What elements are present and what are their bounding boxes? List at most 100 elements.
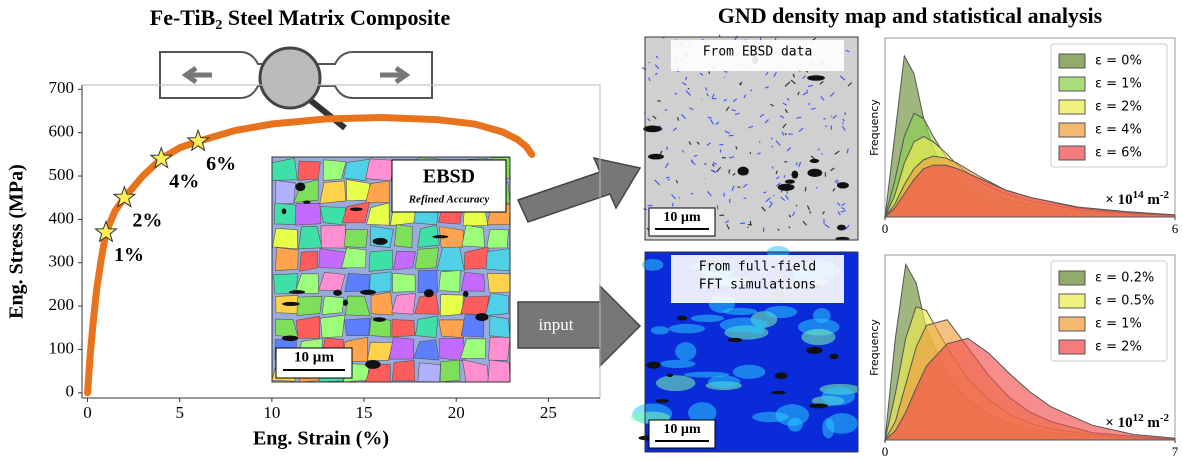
legend-swatch [1058, 76, 1086, 92]
ebsd-grain [439, 226, 465, 249]
field-streak [783, 174, 786, 178]
field-streak [775, 182, 781, 187]
field-streak [773, 71, 777, 78]
particle [360, 289, 376, 295]
ebsd-grain [271, 157, 298, 181]
field-streak [667, 178, 670, 181]
particle [737, 166, 749, 176]
particle [837, 224, 847, 231]
particle [643, 125, 662, 133]
field-streak [763, 191, 767, 194]
ebsd-grain [414, 247, 439, 270]
field-blob [655, 375, 696, 392]
ebsd-grain [487, 359, 511, 383]
field-streak [654, 179, 661, 186]
field-streak [742, 183, 748, 188]
field-streak [757, 152, 761, 155]
field-streak [842, 118, 845, 122]
field-streak [716, 205, 719, 210]
field-streak [764, 119, 769, 124]
field-blob [825, 413, 859, 434]
field-streak [829, 92, 835, 97]
ebsd-grain [296, 296, 323, 316]
ebsd-grain [370, 291, 394, 316]
map-sublabel: Refined Accuracy [408, 194, 490, 206]
ebsd-grain [294, 202, 322, 226]
field-streak [676, 116, 680, 121]
y-tick-label: 600 [49, 122, 75, 141]
particle [809, 158, 820, 163]
field-streak [693, 154, 698, 158]
field-streak [716, 166, 722, 173]
particle [281, 335, 299, 342]
field-streak [798, 161, 802, 168]
field-streak [706, 142, 712, 146]
field-streak [665, 176, 670, 179]
particle [342, 299, 349, 306]
ebsd-grain [320, 224, 347, 249]
particle [727, 337, 743, 342]
field-streak [802, 91, 809, 96]
particle [303, 200, 311, 204]
ebsd-grain [274, 202, 298, 225]
field-streak [670, 194, 676, 200]
field-streak [672, 127, 678, 132]
map-border [271, 156, 511, 383]
y-tick-label: 200 [49, 295, 75, 314]
ebsd-grain [489, 315, 511, 339]
ebsd-grain [439, 359, 461, 383]
ebsd-grain [344, 272, 370, 293]
field-streak [797, 91, 800, 96]
particle [282, 301, 300, 307]
legend-label: ε = 0% [1095, 54, 1142, 69]
field-streak [771, 145, 774, 148]
particle [806, 346, 823, 355]
ebsd-map: EBSD Refined Accuracy 10 µm [271, 156, 511, 383]
scale-label: 10 µm [294, 349, 334, 365]
field-streak [725, 106, 730, 112]
field-streak [775, 140, 781, 146]
field-streak [780, 196, 786, 202]
ebsd-grain [487, 272, 511, 294]
field-streak [682, 149, 684, 153]
magnifier [258, 46, 322, 110]
unit-part: × 10 [1105, 415, 1132, 431]
field-streak [710, 169, 716, 173]
field-streak [648, 77, 651, 82]
ebsd-grain [417, 269, 438, 293]
field-streak [729, 156, 735, 159]
legend-label: ε = 2% [1095, 100, 1142, 115]
field-streak [846, 148, 849, 154]
ebsd-grain [365, 180, 390, 204]
field-streak [724, 219, 730, 224]
field-streak [822, 210, 825, 215]
field-streak [774, 37, 777, 41]
field-streak [654, 72, 658, 76]
field-streak [782, 102, 788, 106]
ebsd-grain [318, 248, 347, 269]
field-streak [743, 94, 747, 99]
pull-arrow [380, 65, 411, 85]
map-caption: From EBSD data [703, 45, 813, 60]
x-tick-label: 25 [540, 403, 557, 422]
field-streak [837, 211, 841, 216]
field-streak [815, 186, 818, 189]
left-title: Fe-TiB2 Steel Matrix Composite [150, 5, 451, 33]
field-streak [836, 180, 840, 185]
field-streak [834, 178, 838, 183]
legend-swatch [1058, 293, 1086, 309]
stress-strain-curve [84, 114, 536, 397]
y-tick-label: 0 [66, 382, 75, 401]
particle [770, 390, 787, 395]
map-caption: FFT simulations [699, 278, 816, 293]
map-border [644, 251, 859, 453]
ebsd-grain [392, 272, 416, 293]
field-streak [712, 163, 714, 166]
ebsd-grain [341, 201, 370, 224]
ebsd-grain [321, 295, 345, 315]
field-streak [806, 205, 811, 211]
legend-label: ε = 1% [1095, 317, 1142, 332]
particle [829, 353, 839, 360]
legend-label: ε = 0.2% [1095, 271, 1154, 286]
